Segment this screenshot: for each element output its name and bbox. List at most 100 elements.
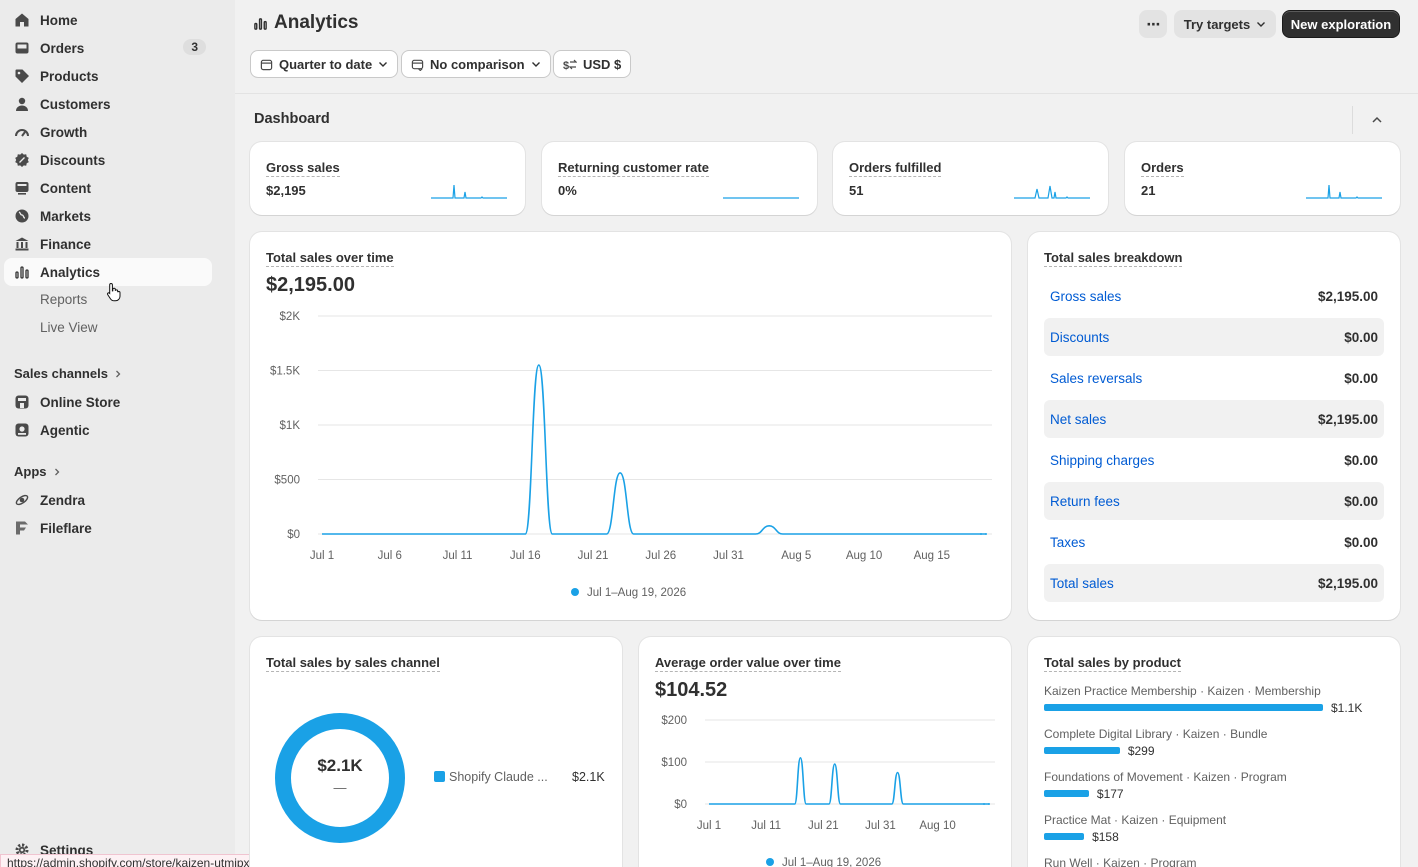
donut-slice-shopify-claude (275, 713, 405, 843)
x-tick-label: Jul 16 (510, 550, 541, 562)
product-bar-item[interactable]: Kaizen Practice Membership · Kaizen · Me… (1044, 684, 1362, 715)
gauge-icon (14, 124, 30, 140)
donut-center-value: $2.1K (317, 756, 363, 775)
total-sales-breakdown-card[interactable]: Total sales breakdown Gross sales $2,195.… (1028, 232, 1400, 620)
sidebar-item-label: Finance (40, 236, 92, 252)
sidebar-item-customers[interactable]: Customers (4, 90, 212, 118)
sidebar-item-fileflare[interactable]: Fileflare (4, 514, 212, 542)
breakdown-row-taxes[interactable]: Taxes $0.00 (1050, 534, 1378, 550)
card-title: Total sales by product (1044, 655, 1182, 672)
breakdown-row-shipping-charges[interactable]: Shipping charges $0.00 (1050, 452, 1378, 468)
sales-channel-donut-chart (275, 713, 405, 843)
product-name: Foundations of Movement · Kaizen · Progr… (1044, 770, 1287, 784)
x-tick-label: Jul 6 (378, 550, 402, 562)
total-sales-over-time-card[interactable]: Total sales over time $2,195.00 $0 $500 $1… (250, 232, 1011, 620)
comparison-picker[interactable]: No comparison (401, 50, 551, 78)
kpi-card-gross-sales[interactable]: Gross sales $2,195 (250, 142, 525, 215)
legend-label: Jul 1–Aug 19, 2026 (587, 587, 686, 599)
sidebar-item-markets[interactable]: Markets (4, 202, 212, 230)
sidebar-item-content[interactable]: Content (4, 174, 212, 202)
sidebar-item-products[interactable]: Products (4, 62, 212, 90)
sidebar-item-orders[interactable]: Orders 3 (4, 34, 212, 62)
product-value: $177 (1096, 786, 1124, 801)
sidebar-item-label: Content (40, 180, 91, 196)
sidebar-item-home[interactable]: Home (4, 6, 212, 34)
sidebar-item-online-store[interactable]: Online Store (4, 388, 212, 416)
product-bar-item[interactable]: Run Well · Kaizen · Program (1044, 856, 1197, 867)
breakdown-row-discounts[interactable]: Discounts $0.00 (1044, 318, 1384, 356)
content-icon (14, 180, 30, 196)
breakdown-row-net-sales[interactable]: Net sales $2,195.00 (1044, 400, 1384, 438)
globe-icon (14, 208, 30, 224)
sidebar-sub-reports[interactable]: Reports (40, 292, 88, 307)
date-range-picker[interactable]: Quarter to date (250, 50, 399, 78)
product-bar (1044, 790, 1089, 798)
x-tick-label: Jul 31 (713, 550, 744, 562)
sidebar-item-agentic[interactable]: Agentic (4, 416, 212, 444)
kpi-value: $2,195 (266, 183, 306, 198)
product-name: Kaizen Practice Membership · Kaizen · Me… (1044, 684, 1321, 698)
person-icon (14, 96, 30, 112)
zendra-icon (14, 492, 30, 508)
dashboard-title: Dashboard (254, 111, 330, 127)
bank-icon (14, 236, 30, 252)
product-bar-item[interactable]: Foundations of Movement · Kaizen · Progr… (1044, 770, 1287, 801)
kpi-label: Orders (1141, 160, 1184, 177)
product-bar-item[interactable]: Practice Mat · Kaizen · Equipment $158 (1044, 813, 1226, 844)
sidebar-sub-live-view[interactable]: Live View (40, 320, 98, 335)
legend-swatch (434, 771, 445, 782)
breakdown-row-total-sales[interactable]: Total sales $2,195.00 (1044, 564, 1384, 602)
y-tick-label: $500 (274, 475, 300, 487)
x-tick-label: Jul 31 (865, 820, 896, 832)
kpi-card-orders[interactable]: Orders 21 (1125, 142, 1400, 215)
product-name: Run Well · Kaizen · Program (1044, 856, 1197, 867)
breakdown-row-return-fees[interactable]: Return fees $0.00 (1044, 482, 1384, 520)
store-icon (14, 394, 30, 410)
legend-series-value: $2.1K (572, 770, 605, 784)
product-name: Complete Digital Library · Kaizen · Bund… (1044, 727, 1268, 741)
product-value: $158 (1092, 829, 1119, 844)
collapse-dashboard-button[interactable] (1352, 106, 1400, 134)
new-exploration-button[interactable]: New exploration (1282, 10, 1400, 38)
currency-picker[interactable]: $ USD $ (553, 50, 632, 78)
apps-header[interactable]: Apps (14, 464, 61, 479)
chevron-down-icon (531, 62, 540, 67)
sidebar-item-growth[interactable]: Growth (4, 118, 212, 146)
sidebar-item-label: Settings (40, 842, 94, 858)
kpi-sparkline (723, 197, 799, 199)
sidebar-item-finance[interactable]: Finance (4, 230, 212, 258)
sidebar-item-analytics[interactable]: Analytics (4, 258, 212, 286)
analytics-icon (14, 264, 30, 280)
y-tick-label: $0 (674, 799, 687, 811)
x-tick-label: Aug 15 (914, 550, 950, 562)
y-tick-label: $2K (280, 311, 301, 323)
more-actions-button[interactable]: ⋯ (1139, 10, 1167, 38)
page-title: Analytics (253, 12, 358, 34)
sidebar-item-label: Orders (40, 40, 85, 56)
average-order-value-card[interactable]: Average order value over time $104.52 $0… (639, 637, 1011, 867)
sidebar-item-zendra[interactable]: Zendra (4, 486, 212, 514)
kpi-card-orders-fulfilled[interactable]: Orders fulfilled 51 (833, 142, 1108, 215)
card-title: Total sales by sales channel (266, 655, 440, 672)
sales-channels-header[interactable]: Sales channels (14, 366, 122, 381)
sidebar-item-settings[interactable]: Settings (4, 836, 212, 864)
x-tick-label: Aug 5 (781, 550, 811, 562)
product-bar-item[interactable]: Complete Digital Library · Kaizen · Bund… (1044, 727, 1267, 758)
legend-label: Jul 1–Aug 19, 2026 (782, 857, 881, 867)
kpi-sparkline (431, 184, 507, 199)
kpi-value: 21 (1141, 183, 1156, 198)
breakdown-row-gross-sales[interactable]: Gross sales $2,195.00 (1050, 288, 1378, 304)
chevron-right-icon (54, 468, 59, 475)
calendar-compare-icon (411, 59, 424, 71)
sidebar-item-label: Online Store (40, 394, 121, 410)
sales-by-product-card[interactable]: Total sales by product Kaizen Practice M… (1028, 637, 1400, 867)
breakdown-row-sales-reversals[interactable]: Sales reversals $0.00 (1050, 370, 1378, 386)
try-targets-button[interactable]: Try targets (1174, 10, 1276, 38)
discount-icon (14, 152, 30, 168)
sales-by-channel-card[interactable]: Total sales by sales channel $2.1K — Sho… (250, 637, 622, 867)
x-tick-label: Jul 1 (310, 550, 334, 562)
chevron-right-icon (115, 370, 121, 377)
sidebar-item-label: Discounts (40, 152, 106, 168)
kpi-card-returning-customer-rate[interactable]: Returning customer rate 0% (542, 142, 817, 215)
sidebar-item-discounts[interactable]: Discounts (4, 146, 212, 174)
